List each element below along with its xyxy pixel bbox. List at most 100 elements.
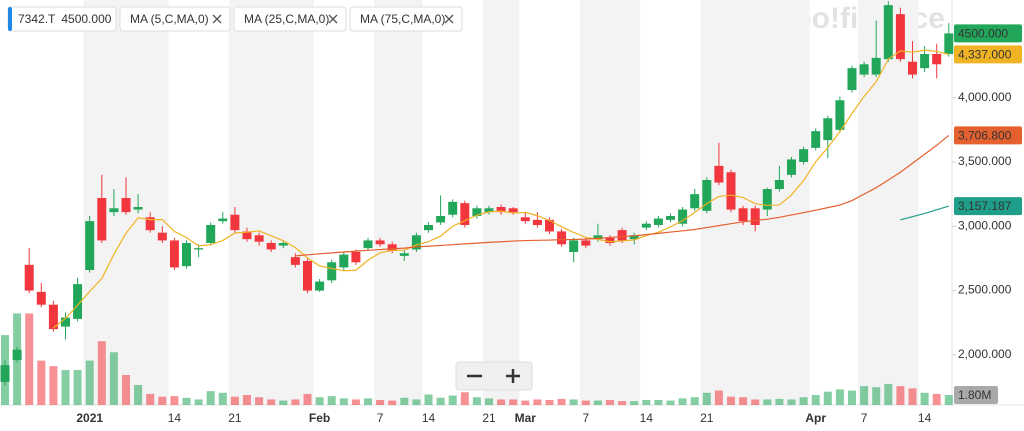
candle-body <box>133 207 143 210</box>
volume-bar <box>412 399 421 405</box>
candle-body <box>799 149 809 162</box>
candle-body <box>460 203 470 225</box>
volume-bar <box>315 397 324 405</box>
volume-bar <box>702 392 711 405</box>
legend-label: 7342.T <box>18 12 56 26</box>
zoom-in[interactable] <box>506 369 520 383</box>
candle-body <box>339 254 349 268</box>
volume-bar <box>569 399 578 405</box>
candle-body <box>774 180 784 189</box>
volume-bar <box>388 400 397 405</box>
candle-body <box>762 189 772 210</box>
legend-label: 4500.000 <box>61 12 111 26</box>
volume-bar <box>25 313 34 405</box>
candle-body <box>145 217 155 231</box>
x-tick-label: 21 <box>482 411 496 425</box>
candle-body <box>750 208 760 225</box>
x-tick-label: 14 <box>918 411 932 425</box>
x-tick-label: Apr <box>805 411 826 425</box>
volume-bar <box>279 400 288 405</box>
candle-body <box>702 180 712 211</box>
price-tag <box>954 45 1022 64</box>
legend-pill-bg <box>119 6 231 32</box>
candle-body <box>908 61 917 75</box>
candle-body <box>218 218 228 222</box>
candle-body <box>327 262 337 281</box>
volume-bar <box>37 360 46 405</box>
legend-close[interactable] <box>328 14 338 24</box>
volume-bar <box>339 398 348 405</box>
candle-body <box>545 219 554 232</box>
volume-tag-label: 1.80M <box>958 388 991 402</box>
volume-bar <box>400 397 409 405</box>
candle-body <box>666 216 675 220</box>
volume-bar <box>932 393 941 405</box>
price-tag-label: 4500.000 <box>958 27 1008 41</box>
shade-band <box>482 0 520 405</box>
volume-bar <box>642 400 651 405</box>
x-tick-label: 7 <box>582 411 589 425</box>
candle-body <box>895 14 905 60</box>
volume-bar <box>170 396 179 405</box>
volume-bar <box>376 400 385 405</box>
candle-body <box>169 240 179 268</box>
candle-body <box>363 240 373 249</box>
volume-bar <box>533 399 542 405</box>
candle-body <box>484 208 494 213</box>
price-tag-label: 3,706.800 <box>958 129 1012 143</box>
legend-pill-bg <box>233 6 347 32</box>
volume-bar <box>714 390 723 405</box>
candle-body <box>12 349 22 360</box>
legend-pill[interactable]: MA (75,C,MA,0) <box>349 6 463 32</box>
legend-pill[interactable]: MA (25,C,MA,0) <box>233 6 347 32</box>
x-tick-label: 7 <box>861 411 868 425</box>
candle-body <box>714 165 724 183</box>
volume-bar <box>799 397 808 405</box>
x-tick-label: Mar <box>515 411 537 425</box>
ma-line <box>900 205 949 221</box>
volume-bar <box>690 397 699 405</box>
volume-bar <box>49 366 58 405</box>
candle-body <box>387 244 397 251</box>
zoom-controls[interactable] <box>455 361 533 391</box>
candle-body <box>157 232 167 241</box>
volume-bar <box>509 399 518 405</box>
legend-close[interactable] <box>212 14 222 24</box>
candle-body <box>557 231 567 245</box>
candle-body <box>85 221 95 270</box>
volume-bar <box>581 400 590 405</box>
volume-bar <box>485 398 493 405</box>
candle-body <box>472 208 482 216</box>
candle-body <box>436 216 446 223</box>
candle-body <box>278 243 288 246</box>
legend-pill-bg <box>349 6 463 32</box>
candle-body <box>121 198 131 213</box>
candle-body <box>787 159 796 175</box>
volume-bar <box>134 385 143 405</box>
volume-bar <box>364 398 372 405</box>
candle-body <box>678 209 688 224</box>
legend-close[interactable] <box>444 14 454 24</box>
volume-bar <box>593 400 602 405</box>
volume-bar <box>787 399 796 405</box>
volume-bar <box>122 375 130 405</box>
candle-body <box>424 225 433 231</box>
volume-bar <box>727 396 735 405</box>
legend-label: MA (25,C,MA,0) <box>244 12 329 26</box>
candle-body <box>61 317 70 327</box>
candle-body <box>48 304 58 330</box>
candle-body <box>520 217 530 222</box>
candle-body <box>581 240 591 246</box>
volume-bar <box>751 399 760 405</box>
legend-pill[interactable]: MA (5,C,MA,0) <box>119 6 231 32</box>
legend-pill[interactable]: 7342.T 4500.000 <box>7 6 117 32</box>
volume-bar <box>472 397 481 405</box>
volume-bar <box>630 401 639 405</box>
volume-bar <box>666 400 675 405</box>
candle-body <box>883 5 893 60</box>
x-tick-label: 2021 <box>76 411 103 425</box>
ma-line <box>53 49 949 329</box>
candle-body <box>859 64 869 75</box>
volume-bar <box>908 388 917 405</box>
